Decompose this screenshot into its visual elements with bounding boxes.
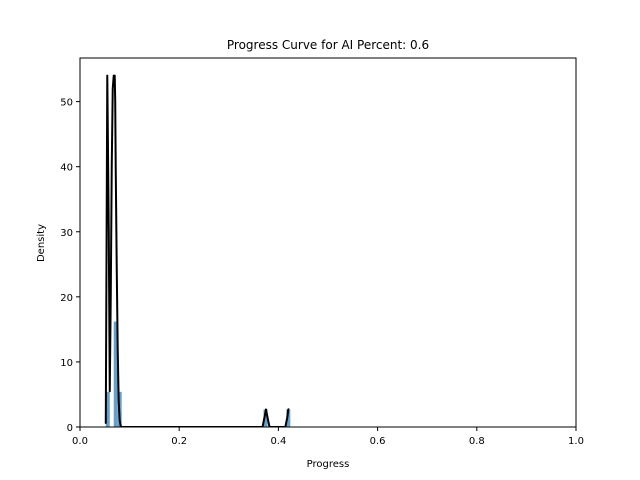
axes: 0.0 0.2 0.4 0.6 0.8 1.0 0 10 20 30 40 50 bbox=[60, 57, 584, 447]
x-tick-label: 0.0 bbox=[72, 436, 88, 447]
x-tick-label: 1.0 bbox=[568, 436, 584, 447]
plot-frame bbox=[79, 57, 577, 428]
x-tick-label: 0.6 bbox=[370, 436, 386, 447]
x-tick-label: 0.2 bbox=[171, 436, 187, 447]
histogram-bar bbox=[113, 321, 118, 427]
y-tick-label: 50 bbox=[60, 98, 73, 109]
histogram-bar bbox=[263, 409, 268, 427]
histogram-bar bbox=[105, 391, 110, 427]
y-axis-label: Density bbox=[36, 224, 47, 262]
chart-title: Progress Curve for AI Percent: 0.6 bbox=[227, 38, 429, 52]
plot-content bbox=[104, 74, 291, 427]
x-axis-label: Progress bbox=[307, 459, 350, 470]
density-line bbox=[104, 74, 290, 427]
y-tick-label: 10 bbox=[60, 358, 73, 369]
histogram-bar bbox=[286, 409, 291, 427]
y-tick-label: 0 bbox=[67, 423, 73, 434]
x-tick-label: 0.4 bbox=[270, 436, 286, 447]
y-tick-label: 20 bbox=[60, 293, 73, 304]
x-tick-label: 0.8 bbox=[469, 436, 485, 447]
y-tick-label: 30 bbox=[60, 228, 73, 239]
y-tick-label: 40 bbox=[60, 163, 73, 174]
plot-area bbox=[104, 74, 291, 427]
